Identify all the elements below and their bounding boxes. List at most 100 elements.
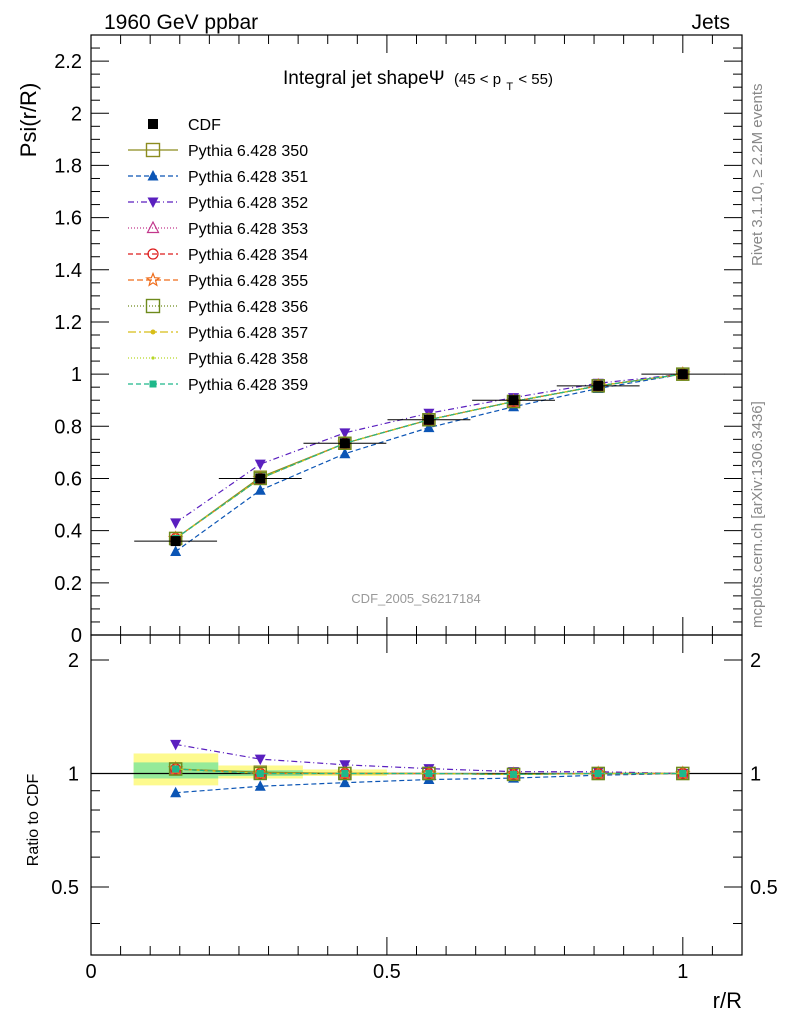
legend-item-data: CDF xyxy=(148,117,221,134)
ratio-series-point xyxy=(339,776,351,788)
ratio-series-point xyxy=(594,769,602,777)
ratio-series-point xyxy=(510,770,518,778)
y-tick-label: 2 xyxy=(71,103,82,125)
chart-title-main: Integral jet shapeΨ xyxy=(283,68,445,89)
series-line xyxy=(175,373,683,539)
ratio-panel: 0 0.5 1 0.5 0.5 1 1 2 2 xyxy=(51,650,778,983)
y-tick-label: 0.6 xyxy=(54,468,82,490)
header-left: 1960 GeV ppbar xyxy=(104,11,258,34)
legend-item: Pythia 6.428 354 xyxy=(128,247,308,264)
ratio-y-tick-label: 1 xyxy=(68,763,79,785)
ratio-series-point xyxy=(341,769,349,777)
legend-marker xyxy=(145,142,161,158)
ratio-y-axis-label: Ratio to CDF xyxy=(25,774,42,867)
legend-label: Pythia 6.428 357 xyxy=(188,325,308,342)
ratio-series-point xyxy=(256,769,264,777)
legend-marker xyxy=(151,356,155,360)
ratio-plot-frame xyxy=(90,634,743,956)
legend-item: Pythia 6.428 353 xyxy=(128,220,308,238)
series-point xyxy=(254,484,266,495)
ratio-series-point xyxy=(425,769,433,777)
chart-title: Integral jet shapeΨ (45 < p T < 55) xyxy=(283,68,553,95)
data-point xyxy=(255,473,266,484)
y-tick-label: 0 xyxy=(71,625,82,647)
legend-item: Pythia 6.428 359 xyxy=(128,377,308,394)
analysis-watermark: CDF_2005_S6217184 xyxy=(351,591,480,606)
x-axis-label: r/R xyxy=(713,988,742,1013)
legend-item: Pythia 6.428 357 xyxy=(128,325,308,342)
data-point xyxy=(677,369,688,380)
legend-marker-data xyxy=(148,119,158,129)
x-tick-label: 1 xyxy=(677,961,688,983)
legend-marker xyxy=(147,248,159,260)
ratio-series-point xyxy=(254,754,266,766)
series-line xyxy=(175,373,683,524)
data-point xyxy=(508,395,519,406)
series-point xyxy=(254,459,266,471)
legend-label: Pythia 6.428 355 xyxy=(188,273,308,290)
data-point xyxy=(170,536,181,547)
main-panel: 0 0.2 0.4 0.6 0.8 1 1.2 1.4 1.6 1.8 2 2.2 xyxy=(54,34,743,955)
data-point xyxy=(593,380,604,391)
legend-label: Pythia 6.428 356 xyxy=(188,299,308,316)
y-tick-label: 1.6 xyxy=(54,208,82,230)
legend: CDF Pythia 6.428 350 Pythia 6.428 351 Pythi… xyxy=(128,117,308,394)
legend-label: Pythia 6.428 350 xyxy=(188,143,308,160)
ratio-y-tick-label-right: 2 xyxy=(750,650,761,672)
x-tick-label: 0 xyxy=(85,961,96,983)
series-point xyxy=(423,421,435,433)
ratio-y-tick-label: 0.5 xyxy=(51,877,79,899)
legend-item: Pythia 6.428 358 xyxy=(128,351,308,368)
ratio-series-point xyxy=(423,764,435,775)
legend-marker xyxy=(145,298,161,314)
legend-marker xyxy=(145,271,161,287)
rivet-version-label: Rivet 3.1.10, ≥ 2.2M events xyxy=(749,84,766,267)
legend-label: Pythia 6.428 353 xyxy=(188,221,308,238)
legend-item: Pythia 6.428 355 xyxy=(128,271,308,290)
y-tick-label: 0.2 xyxy=(54,573,82,595)
mcplots-label: mcplots.cern.ch [arXiv:1306.3436] xyxy=(749,401,766,628)
series-line xyxy=(175,373,683,539)
series-point xyxy=(170,518,182,529)
data-point xyxy=(423,414,434,425)
legend-item: Pythia 6.428 352 xyxy=(128,195,308,212)
series-line xyxy=(175,373,683,539)
legend-item: Pythia 6.428 356 xyxy=(128,298,308,316)
legend-label: Pythia 6.428 358 xyxy=(188,351,308,368)
y-tick-label: 1 xyxy=(71,364,82,386)
ratio-y-tick-label: 2 xyxy=(68,650,79,672)
ratio-series-point xyxy=(172,765,180,773)
legend-marker xyxy=(147,197,159,208)
ratio-series-point xyxy=(170,786,182,798)
legend-item: Pythia 6.428 350 xyxy=(128,142,308,160)
legend-label: Pythia 6.428 359 xyxy=(188,377,308,394)
ratio-series-point xyxy=(679,769,687,777)
series-line xyxy=(175,373,683,553)
series-point xyxy=(170,545,182,557)
series-point xyxy=(339,447,351,459)
legend-label-data: CDF xyxy=(188,117,221,134)
ratio-y-tick-label-right: 1 xyxy=(750,763,761,785)
legend-marker xyxy=(146,220,160,234)
series-line xyxy=(175,373,683,539)
ratio-series-point xyxy=(170,739,182,751)
legend-marker xyxy=(150,329,156,335)
ratio-y-tick-label-right: 0.5 xyxy=(750,877,778,899)
y-tick-label: 2.2 xyxy=(54,51,82,73)
y-tick-label: 1.4 xyxy=(54,260,82,282)
legend-label: Pythia 6.428 352 xyxy=(188,195,308,212)
y-tick-label: 0.4 xyxy=(54,521,82,543)
series-line xyxy=(175,373,683,539)
legend-label: Pythia 6.428 351 xyxy=(188,169,308,186)
series-point xyxy=(339,428,351,439)
y-tick-label: 0.8 xyxy=(54,416,82,438)
y-tick-label: 1.2 xyxy=(54,312,82,334)
legend-marker xyxy=(147,170,159,181)
series-line xyxy=(175,373,683,539)
chart-title-subscript: T xyxy=(506,81,513,93)
chart-title-suffix: (45 < p xyxy=(454,71,501,88)
ratio-series-point xyxy=(254,780,266,791)
data-point xyxy=(339,438,350,449)
